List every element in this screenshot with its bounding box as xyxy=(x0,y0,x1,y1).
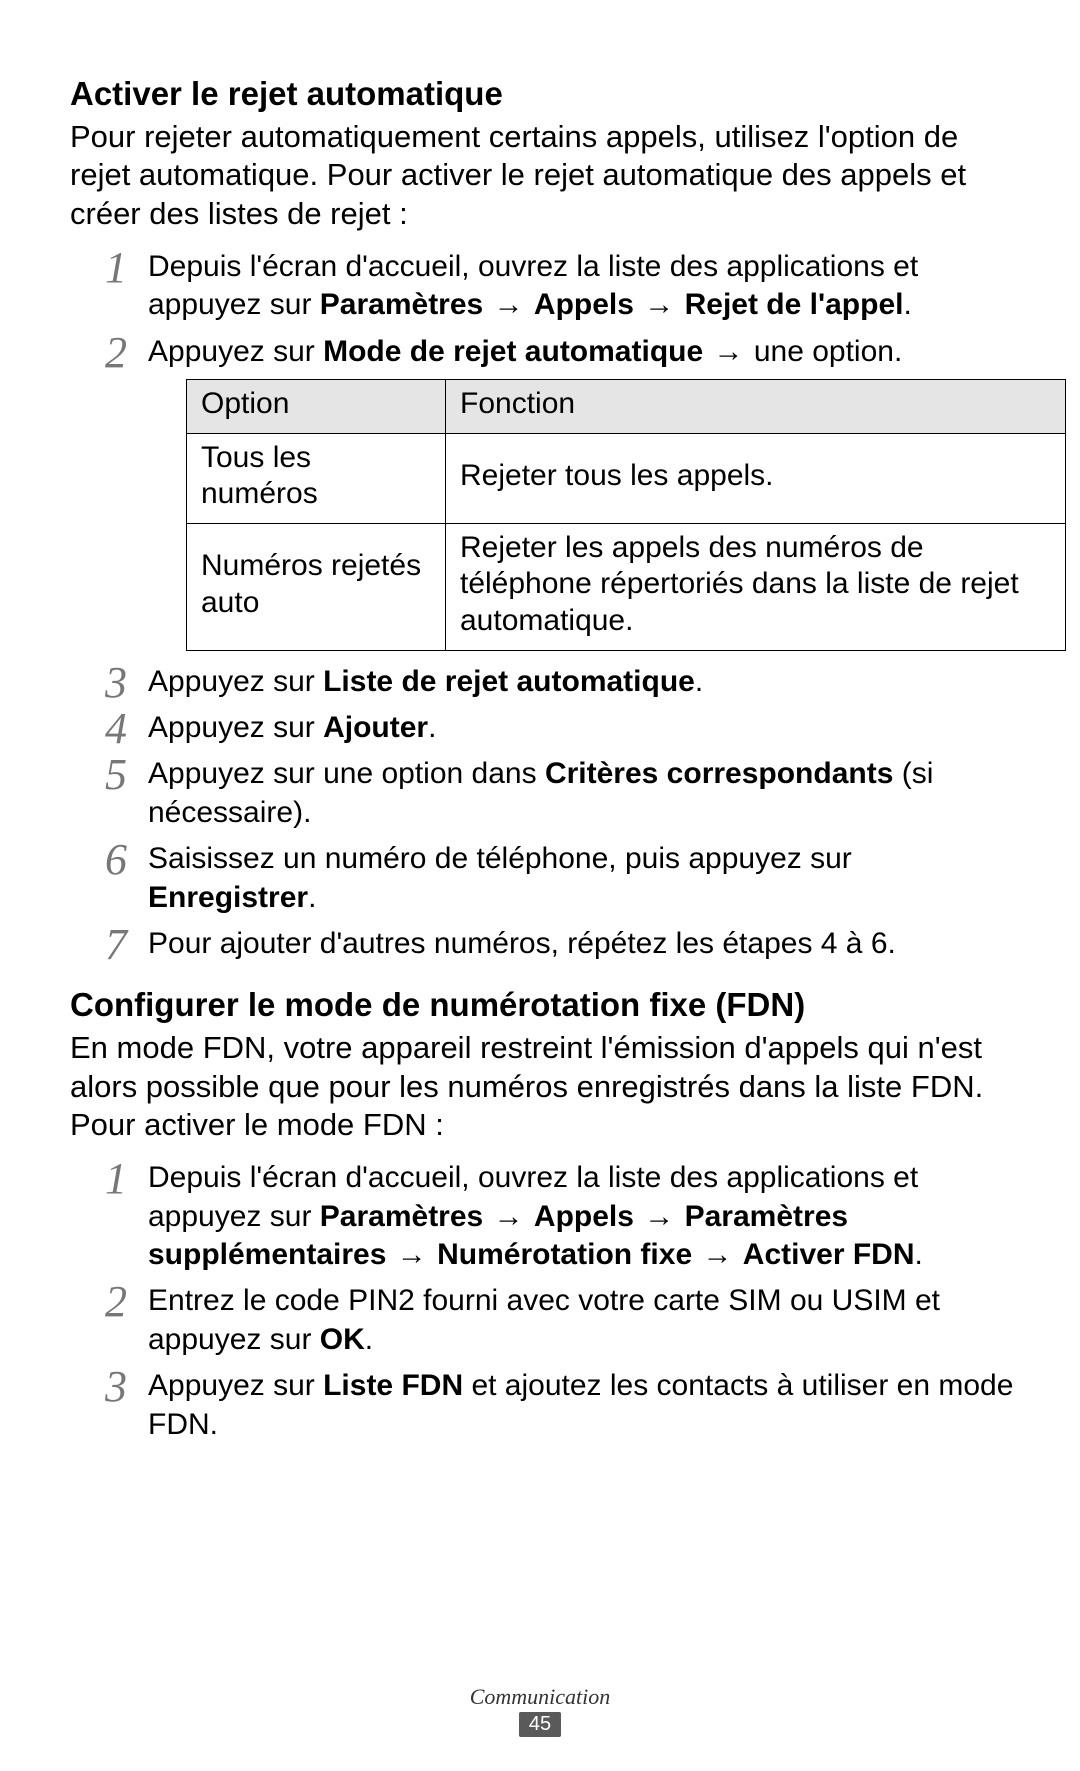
steps-auto-reject: Depuis l'écran d'accueil, ouvrez la list… xyxy=(70,248,1020,963)
bold-num-fixe: Numérotation fixe xyxy=(437,1238,692,1271)
bold-ok: OK xyxy=(320,1323,365,1356)
cell-function: Rejeter les appels des numéros de téléph… xyxy=(446,523,1066,650)
section-auto-reject: Activer le rejet automatique Pour rejete… xyxy=(70,74,1020,963)
arrow-icon: → xyxy=(483,288,534,321)
bold-mode-rejet: Mode de rejet automatique xyxy=(323,335,703,368)
bold-rejet-appel: Rejet de l'appel xyxy=(685,288,904,321)
step-text: Appuyez sur xyxy=(148,1369,323,1402)
bold-liste-rejet: Liste de rejet automatique xyxy=(323,665,695,698)
bold-liste-fdn: Liste FDN xyxy=(323,1369,463,1402)
bold-appels: Appels xyxy=(534,1200,634,1233)
step-2: Appuyez sur Mode de rejet automatique → … xyxy=(94,333,1020,651)
step-text: . xyxy=(903,288,911,321)
step-text: . xyxy=(915,1238,923,1271)
step-5: Appuyez sur une option dans Critères cor… xyxy=(94,755,1020,832)
step-1: Depuis l'écran d'accueil, ouvrez la list… xyxy=(94,1159,1020,1274)
step-text: Appuyez sur une option dans xyxy=(148,757,545,790)
step-text: Saisissez un numéro de téléphone, puis a… xyxy=(148,842,852,875)
arrow-icon: → xyxy=(634,288,685,321)
bold-parametres: Paramètres xyxy=(320,1200,483,1233)
page-number-badge: 45 xyxy=(519,1712,561,1737)
section-fdn: Configurer le mode de numérotation fixe … xyxy=(70,985,1020,1444)
page-footer: Communication 45 xyxy=(0,1684,1080,1737)
bold-criteres: Critères correspondants xyxy=(545,757,893,790)
heading-auto-reject: Activer le rejet automatique xyxy=(70,74,1020,114)
th-function: Fonction xyxy=(446,380,1066,434)
table-row: Numéros rejetés auto Rejeter les appels … xyxy=(187,523,1066,650)
intro-fdn: En mode FDN, votre appareil restreint l'… xyxy=(70,1029,1020,1145)
step-4: Appuyez sur Ajouter. xyxy=(94,709,1020,747)
intro-auto-reject: Pour rejeter automatiquement certains ap… xyxy=(70,118,1020,234)
bold-ajouter: Ajouter xyxy=(323,711,428,744)
step-3: Appuyez sur Liste de rejet automatique. xyxy=(94,663,1020,701)
reject-mode-table: Option Fonction Tous les numéros Rejeter… xyxy=(186,379,1066,651)
arrow-icon: → xyxy=(386,1238,437,1271)
step-text: . xyxy=(365,1323,373,1356)
cell-option: Numéros rejetés auto xyxy=(187,523,446,650)
manual-page: Activer le rejet automatique Pour rejete… xyxy=(0,0,1080,1771)
bold-appels: Appels xyxy=(534,288,634,321)
arrow-icon: → xyxy=(483,1200,534,1233)
step-text: une option. xyxy=(754,335,902,368)
step-text: . xyxy=(308,881,316,914)
bold-enregistrer: Enregistrer xyxy=(148,881,308,914)
step-3: Appuyez sur Liste FDN et ajoutez les con… xyxy=(94,1367,1020,1444)
heading-fdn: Configurer le mode de numérotation fixe … xyxy=(70,985,1020,1025)
arrow-icon: → xyxy=(634,1200,685,1233)
footer-section-label: Communication xyxy=(0,1684,1080,1710)
step-1: Depuis l'écran d'accueil, ouvrez la list… xyxy=(94,248,1020,325)
table-row: Tous les numéros Rejeter tous les appels… xyxy=(187,433,1066,523)
th-option: Option xyxy=(187,380,446,434)
step-text: Entrez le code PIN2 fourni avec votre ca… xyxy=(148,1284,940,1355)
step-text: . xyxy=(428,711,436,744)
step-7: Pour ajouter d'autres numéros, répétez l… xyxy=(94,925,1020,963)
bold-parametres: Paramètres xyxy=(320,288,483,321)
step-text: . xyxy=(695,665,703,698)
step-text: Pour ajouter d'autres numéros, répétez l… xyxy=(148,927,896,960)
step-text: Appuyez sur xyxy=(148,335,323,368)
cell-option: Tous les numéros xyxy=(187,433,446,523)
step-6: Saisissez un numéro de téléphone, puis a… xyxy=(94,840,1020,917)
arrow-icon: → xyxy=(703,335,754,368)
step-2: Entrez le code PIN2 fourni avec votre ca… xyxy=(94,1282,1020,1359)
arrow-icon: → xyxy=(692,1238,743,1271)
step-text: Appuyez sur xyxy=(148,665,323,698)
bold-activer-fdn: Activer FDN xyxy=(743,1238,915,1271)
table-header-row: Option Fonction xyxy=(187,380,1066,434)
step-text: Appuyez sur xyxy=(148,711,323,744)
steps-fdn: Depuis l'écran d'accueil, ouvrez la list… xyxy=(70,1159,1020,1444)
cell-function: Rejeter tous les appels. xyxy=(446,433,1066,523)
